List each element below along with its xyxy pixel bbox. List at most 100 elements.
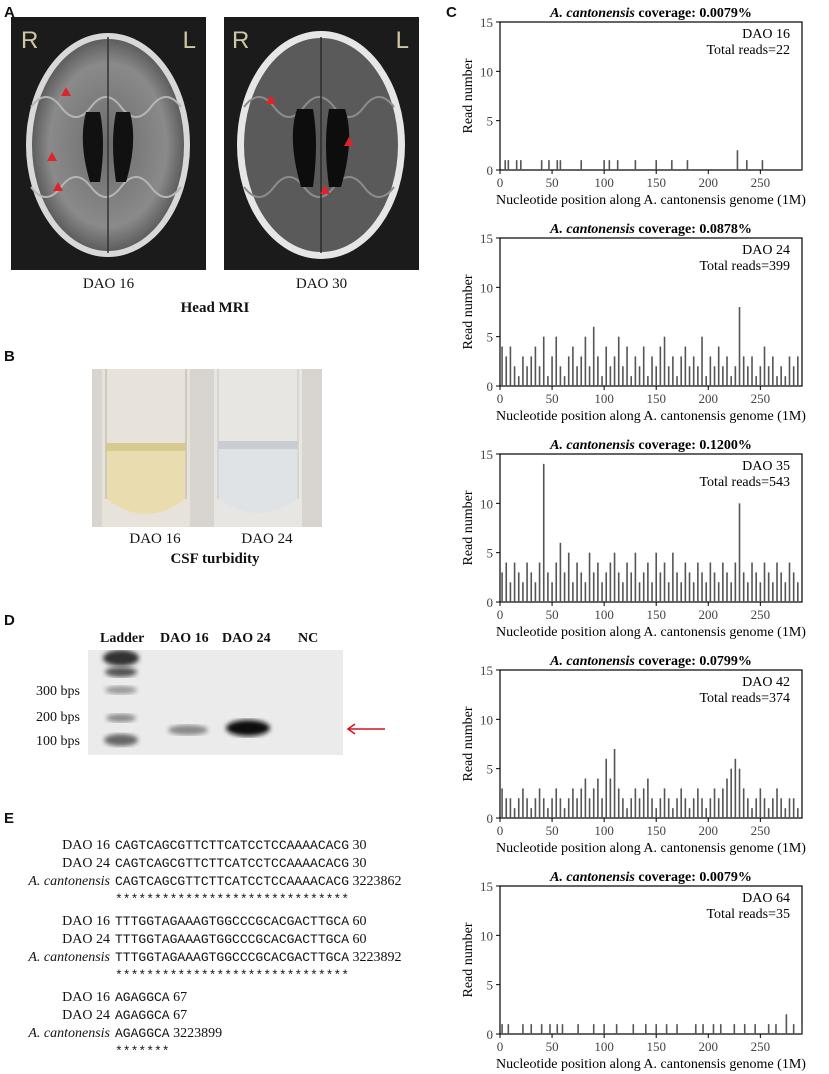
y-axis-label: Read number [461,58,476,133]
y-tick-label: 0 [487,163,494,178]
y-tick-label: 0 [487,1027,494,1042]
y-axis-label: Read number [461,922,476,997]
x-tick-label: 200 [699,1039,719,1054]
panel-letter-b: B [4,348,15,365]
sequence-alignment: DAO 16 CAGTCAGCGTTCTTCATCCTCCAAAACACG 30 D… [0,838,440,1074]
tube-caption-left: DAO 16 [129,531,181,547]
y-tick-label: 15 [480,879,493,894]
sequence-position: 3223899 [169,1026,223,1041]
sequence-bases: TTTGGTAGAAAGTGGCCCGCACGACTTGCA [115,932,350,947]
y-tick-label: 10 [480,712,493,727]
mri-side-l-label: L [395,27,409,54]
sequence-row: AGAGGCA 67 [115,1008,187,1024]
sequence-bases: AGAGGCA [115,1008,170,1023]
sequence-bases: AGAGGCA [115,990,170,1005]
sample-label: DAO 64 [742,891,790,906]
y-tick-label: 15 [480,663,493,678]
mri-side-r-label: R [21,27,39,54]
csf-tubes-graphic [102,369,302,527]
sequence-position: 67 [169,1008,188,1023]
sequence-label: DAO 24 [62,856,110,871]
sequence-label: A. cantonensis [28,950,110,965]
sequence-conservation-stars: ******* [115,1044,170,1059]
sequence-label: A. cantonensis [28,874,110,889]
sequence-bases: CAGTCAGCGTTCTTCATCCTCCAAAACACG [115,874,350,889]
plot-frame [499,21,803,171]
arrow-left-icon [346,723,385,735]
x-tick-label: 150 [646,1039,666,1054]
plot-frame [499,237,803,387]
sequence-bases: CAGTCAGCGTTCTTCATCCTCCAAAACACG [115,838,350,853]
x-tick-label: 50 [546,823,559,838]
chart-title: A. cantonensis coverage: 0.0799% [549,654,752,669]
chart-title: A. cantonensis coverage: 0.1200% [549,438,752,453]
sequence-label: DAO 16 [62,990,110,1005]
x-tick-label: 50 [546,391,559,406]
x-tick-label: 50 [546,1039,559,1054]
plot-frame [499,885,803,1035]
x-tick-label: 200 [699,607,719,622]
sequence-row: TTTGGTAGAAAGTGGCCCGCACGACTTGCA 60 [115,932,367,948]
x-tick-label: 250 [751,607,771,622]
lesion-arrow-marker [344,137,354,146]
brain-scan-graphic [237,31,405,259]
x-axis-label: Nucleotide position along A. cantonensis… [496,1057,806,1072]
sequence-position: 3223892 [349,950,402,965]
y-tick-label: 15 [480,231,493,246]
x-tick-label: 100 [594,175,614,190]
x-axis-label: Nucleotide position along A. cantonensis… [496,625,806,640]
panel-letter-a: A [4,4,15,21]
sequence-conservation-stars: ****************************** [115,892,350,907]
mri-image-dao30: R L [224,17,419,270]
x-tick-label: 150 [646,391,666,406]
csf-tubes-photo [92,369,322,527]
x-tick-label: 250 [751,175,771,190]
y-tick-label: 10 [480,496,493,511]
x-tick-label: 200 [699,823,719,838]
panel-letter-e: E [4,810,15,827]
x-tick-label: 150 [646,607,666,622]
sequence-bases: TTTGGTAGAAAGTGGCCCGCACGACTTGCA [115,950,350,965]
x-axis-label: Nucleotide position along A. cantonensis… [496,409,806,424]
y-tick-label: 5 [487,330,494,345]
x-tick-label: 150 [646,175,666,190]
x-tick-label: 0 [497,1039,504,1054]
x-tick-label: 0 [497,391,504,406]
mri-side-l-label: L [182,27,196,54]
y-tick-label: 5 [487,546,494,561]
x-tick-label: 0 [497,823,504,838]
y-tick-label: 5 [487,762,494,777]
mri-image-dao16: R L [11,17,206,270]
y-tick-label: 0 [487,595,494,610]
x-tick-label: 250 [751,823,771,838]
sequence-row: CAGTCAGCGTTCTTCATCCTCCAAAACACG 30 [115,856,367,872]
total-reads-label: Total reads=399 [699,259,790,274]
sequence-bases: AGAGGCA [115,1026,170,1041]
gel-image [88,650,343,755]
sample-label: DAO 24 [742,243,790,258]
y-axis-label: Read number [461,274,476,349]
y-tick-label: 5 [487,978,494,993]
lesion-arrow-marker [61,87,71,96]
lesion-arrow-marker [266,95,276,104]
x-axis-label: Nucleotide position along A. cantonensis… [496,841,806,856]
y-tick-label: 10 [480,280,493,295]
mri-side-r-label: R [232,27,250,54]
sequence-label: DAO 24 [62,932,110,947]
gel-lane-label: Ladder [100,631,145,646]
sequence-label: DAO 24 [62,1008,110,1023]
sequence-row: AGAGGCA 67 [115,990,187,1006]
chart-title: A. cantonensis coverage: 0.0878% [549,222,752,237]
brain-scan-graphic [26,33,190,257]
y-tick-label: 15 [480,15,493,30]
plot-frame [499,669,803,819]
x-tick-label: 150 [646,823,666,838]
sequence-position: 67 [169,990,188,1005]
gel-lane-label: DAO 16 [160,631,209,646]
x-tick-label: 250 [751,1039,771,1054]
x-tick-label: 50 [546,175,559,190]
lesion-arrow-marker [53,182,63,191]
gel-lane-label: DAO 24 [222,631,271,646]
gel-bands-graphic [103,650,270,746]
